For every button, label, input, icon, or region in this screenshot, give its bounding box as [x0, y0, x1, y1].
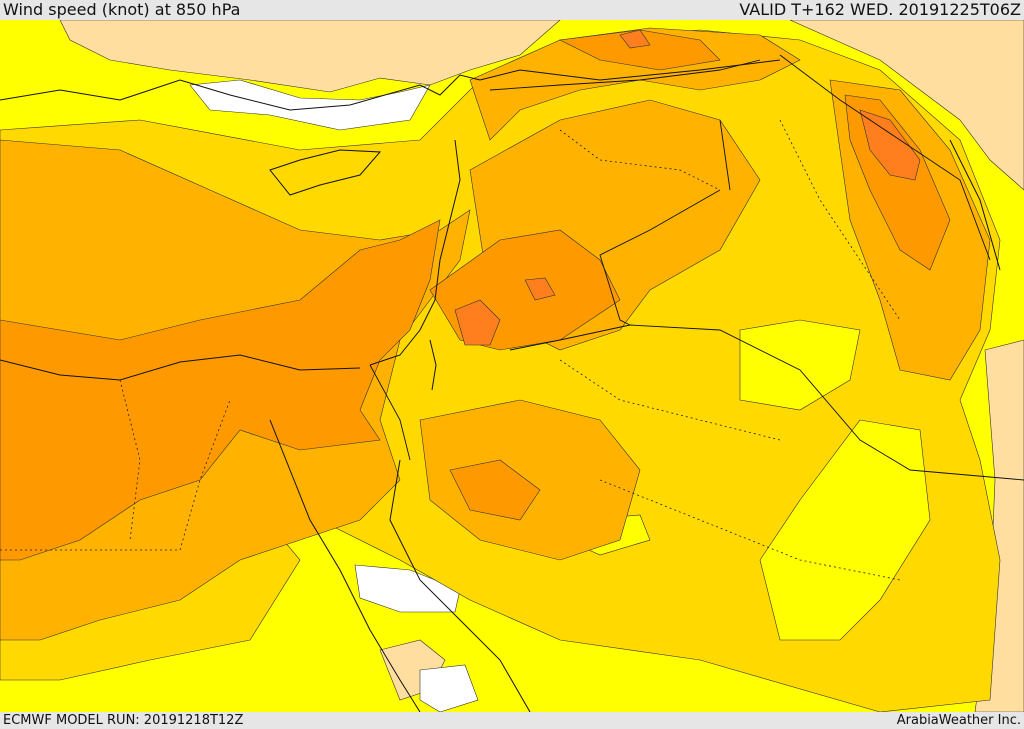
calm-patch-south: [419, 664, 479, 712]
admin-line-2: [559, 359, 781, 441]
band5-jordan: [524, 277, 556, 301]
admin-boundaries: [0, 119, 901, 581]
coast-gulf: [949, 139, 1001, 271]
admin-line-6: [559, 129, 721, 191]
wind-band-5: [454, 29, 921, 346]
map-footer: ECMWF MODEL RUN: 20191218T12Z ArabiaWeat…: [0, 712, 1024, 729]
band5-north: [619, 29, 651, 49]
credit: ArabiaWeather Inc.: [896, 713, 1021, 728]
band3-south: [419, 399, 641, 561]
coast-deadsea: [429, 339, 437, 391]
band5-east: [859, 109, 921, 181]
light-region-northeast: [789, 20, 1024, 191]
band5-center: [454, 299, 501, 346]
calm-patch-sea: [189, 79, 431, 131]
coast-redsea-east: [389, 459, 531, 712]
wind-speed-map[interactable]: [0, 20, 1024, 712]
yellow-patches: [577, 319, 931, 641]
border-syria-iraq: [599, 189, 721, 326]
yellow-patch-east: [759, 419, 931, 641]
coast-cyprus: [269, 149, 382, 196]
map-title: Wind speed (knot) at 850 hPa: [3, 0, 241, 19]
coast-egypt: [0, 354, 361, 381]
border-jordan-east: [509, 324, 631, 351]
light-region-east: [974, 339, 1024, 712]
admin-line-1: [0, 399, 231, 551]
valid-time: VALID T+162 WED. 20191225T06Z: [739, 0, 1021, 19]
country-borders: [369, 54, 1024, 481]
calm-patch-redsea: [354, 564, 461, 613]
calm-regions: [189, 79, 479, 712]
coast-redsea-west: [269, 419, 421, 712]
admin-line-3: [599, 479, 901, 581]
light-wind-regions: [59, 20, 1024, 712]
admin-line-4: [119, 379, 141, 541]
yellow-patch-jordan: [739, 319, 861, 411]
border-egypt-sinai: [369, 364, 411, 461]
coast-levant: [369, 139, 461, 366]
border-turkey-syria: [489, 59, 761, 91]
band3-north: [469, 27, 801, 141]
band4-south: [449, 459, 541, 521]
border-iraq-iran: [779, 54, 991, 261]
border-jordan-saudi: [629, 324, 1024, 481]
band4-west: [0, 219, 441, 561]
admin-line-5: [779, 119, 901, 321]
map-header: Wind speed (knot) at 850 hPa VALID T+162…: [0, 0, 1024, 20]
coast-turkey: [0, 59, 781, 111]
border-jordan-iraq: [719, 119, 731, 191]
coastlines: [0, 59, 1001, 712]
light-region-north: [59, 20, 561, 93]
model-run: ECMWF MODEL RUN: 20191218T12Z: [3, 713, 244, 728]
